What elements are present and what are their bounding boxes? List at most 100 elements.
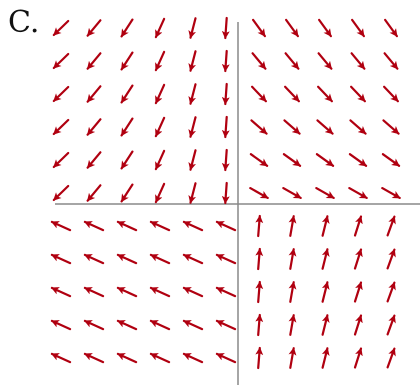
field-arrow: [255, 346, 264, 370]
field-arrow: [116, 220, 138, 232]
field-arrow: [52, 52, 70, 70]
field-arrow: [249, 153, 269, 167]
field-arrow: [321, 347, 330, 369]
field-arrow: [283, 119, 301, 135]
field-arrow: [116, 319, 138, 331]
field-arrow: [386, 215, 396, 237]
field-arrow: [149, 253, 171, 265]
field-arrow: [50, 286, 72, 298]
field-arrow: [351, 18, 365, 38]
field-arrow: [83, 220, 105, 232]
field-arrow: [221, 115, 230, 139]
field-arrow: [384, 18, 398, 38]
field-arrow: [52, 19, 70, 37]
field-arrow: [252, 18, 266, 38]
field-arrow: [149, 286, 171, 298]
field-arrow: [86, 151, 102, 169]
field-arrow: [215, 286, 237, 298]
field-arrow: [52, 85, 70, 103]
field-arrow: [386, 347, 396, 369]
field-arrow: [86, 52, 102, 70]
field-arrow: [116, 286, 138, 298]
field-arrow: [154, 17, 166, 39]
field-arrow: [288, 248, 297, 270]
field-arrow: [188, 50, 197, 72]
field-arrow: [348, 187, 368, 199]
field-arrow: [315, 187, 335, 199]
field-arrow: [182, 286, 204, 298]
field-arrow: [386, 281, 396, 303]
field-arrow: [282, 153, 302, 167]
field-arrow: [353, 215, 363, 237]
field-arrow: [288, 281, 297, 303]
field-arrow: [353, 248, 363, 270]
field-arrow: [249, 187, 269, 199]
field-arrow: [188, 116, 197, 138]
field-arrow: [154, 83, 166, 105]
field-arrow: [383, 52, 399, 70]
field-arrow: [182, 352, 204, 364]
field-arrow: [318, 18, 332, 38]
field-arrow: [50, 319, 72, 331]
field-arrow: [221, 181, 230, 205]
field-arrow: [317, 52, 333, 70]
field-arrow: [50, 220, 72, 232]
field-arrow: [250, 119, 268, 135]
field-arrow: [284, 52, 300, 70]
field-arrow: [353, 281, 363, 303]
field-arrow: [83, 319, 105, 331]
field-arrow: [349, 119, 367, 135]
field-arrow: [83, 253, 105, 265]
field-arrow: [381, 153, 401, 167]
field-arrow: [182, 319, 204, 331]
field-arrow: [182, 253, 204, 265]
field-arrow: [188, 149, 197, 171]
field-arrow: [215, 220, 237, 232]
field-arrow: [86, 85, 102, 103]
field-arrow: [321, 314, 330, 336]
field-arrow: [288, 215, 297, 237]
field-arrow: [321, 281, 330, 303]
field-arrow: [255, 313, 264, 337]
field-arrow: [182, 220, 204, 232]
field-arrow: [315, 153, 335, 167]
field-arrow: [221, 16, 230, 40]
field-arrow: [284, 85, 300, 103]
field-arrow: [154, 149, 166, 171]
field-arrow: [120, 183, 134, 203]
field-arrow: [188, 83, 197, 105]
field-arrow: [86, 118, 102, 136]
field-arrow: [221, 49, 230, 73]
field-arrow: [116, 253, 138, 265]
field-arrow: [285, 18, 299, 38]
field-arrow: [317, 85, 333, 103]
field-arrow: [149, 319, 171, 331]
field-arrow: [382, 119, 400, 135]
field-arrow: [50, 352, 72, 364]
field-arrow: [83, 286, 105, 298]
field-arrow: [221, 148, 230, 172]
field-arrow: [86, 19, 102, 37]
field-arrow: [386, 248, 396, 270]
figure-label: C.: [8, 5, 40, 40]
field-arrow: [149, 352, 171, 364]
field-arrow: [353, 314, 363, 336]
field-arrow: [52, 184, 70, 202]
field-arrow: [321, 215, 330, 237]
field-arrow: [154, 50, 166, 72]
field-arrow: [350, 52, 366, 70]
field-arrow: [353, 347, 363, 369]
field-arrow: [120, 18, 134, 38]
field-arrow: [348, 153, 368, 167]
field-arrow: [350, 85, 366, 103]
field-arrow: [188, 182, 197, 204]
field-arrow: [120, 117, 134, 137]
field-arrow: [188, 17, 197, 39]
field-arrow: [251, 85, 267, 103]
field-arrows: [50, 16, 401, 370]
field-arrow: [86, 184, 102, 202]
field-arrow: [83, 352, 105, 364]
field-arrow: [221, 82, 230, 106]
field-arrow: [149, 220, 171, 232]
field-arrow: [154, 182, 166, 204]
